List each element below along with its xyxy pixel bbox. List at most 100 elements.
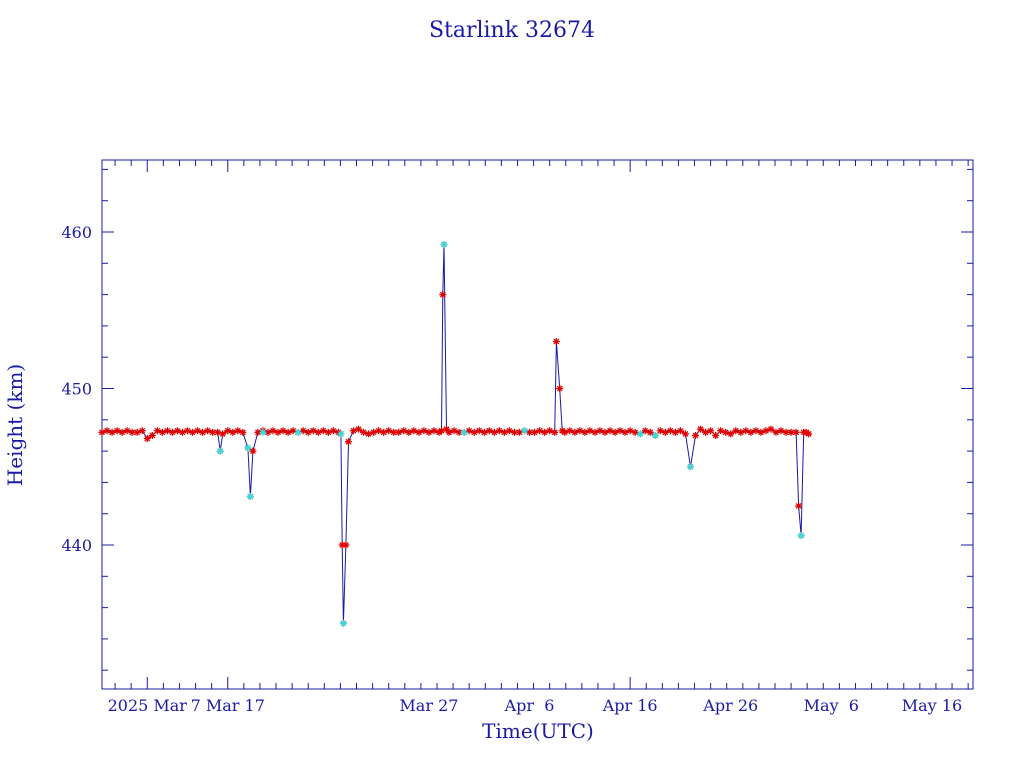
highlight-markers bbox=[216, 241, 805, 627]
data-point bbox=[661, 428, 669, 436]
data-point bbox=[566, 427, 574, 435]
data-point bbox=[148, 431, 156, 439]
data-point bbox=[365, 430, 373, 438]
data-point bbox=[546, 427, 554, 435]
data-point bbox=[777, 427, 785, 435]
data-point bbox=[631, 428, 639, 436]
highlight-point bbox=[259, 428, 267, 436]
data-point bbox=[324, 428, 332, 436]
highlight-point bbox=[244, 444, 252, 452]
x-tick-label: May 16 bbox=[902, 696, 962, 715]
data-point bbox=[194, 427, 202, 435]
highlight-point bbox=[460, 428, 468, 436]
series-markers bbox=[98, 241, 813, 627]
data-point bbox=[239, 428, 247, 436]
data-point bbox=[541, 428, 549, 436]
data-point bbox=[591, 428, 599, 436]
x-tick-label: Apr 26 bbox=[702, 696, 758, 715]
data-point bbox=[561, 428, 569, 436]
data-point bbox=[199, 428, 207, 436]
data-point bbox=[470, 428, 478, 436]
data-point bbox=[299, 427, 307, 435]
data-point bbox=[450, 427, 458, 435]
data-point bbox=[495, 427, 503, 435]
data-point bbox=[355, 425, 363, 433]
data-point bbox=[420, 427, 428, 435]
x-tick-label: 7 Mar 17 bbox=[191, 696, 265, 715]
highlight-point bbox=[339, 619, 347, 627]
data-point bbox=[430, 427, 438, 435]
data-point bbox=[717, 427, 725, 435]
data-point bbox=[747, 428, 755, 436]
data-point bbox=[219, 430, 227, 438]
data-point bbox=[712, 431, 720, 439]
x-tick-label: Mar 27 bbox=[399, 696, 458, 715]
data-point bbox=[168, 428, 176, 436]
data-point bbox=[274, 428, 282, 436]
data-point bbox=[224, 427, 232, 435]
data-point bbox=[214, 428, 222, 436]
highlight-point bbox=[246, 492, 254, 500]
data-point bbox=[329, 427, 337, 435]
data-point bbox=[596, 427, 604, 435]
data-point bbox=[767, 425, 775, 433]
data-point bbox=[692, 431, 700, 439]
x-axis: 2025 Mar 7 Mar 17 Mar 27 Apr 6 Apr 16 Apr 26 M… bbox=[108, 160, 969, 715]
data-point bbox=[415, 428, 423, 436]
data-point bbox=[319, 427, 327, 435]
data-point bbox=[702, 428, 710, 436]
data-point bbox=[676, 427, 684, 435]
data-point bbox=[500, 428, 508, 436]
data-point bbox=[344, 438, 352, 446]
data-point bbox=[646, 428, 654, 436]
data-point bbox=[103, 427, 111, 435]
data-point bbox=[722, 428, 730, 436]
data-point bbox=[485, 427, 493, 435]
data-point bbox=[616, 427, 624, 435]
data-point bbox=[576, 427, 584, 435]
y-tick-label: 440 bbox=[61, 536, 92, 555]
data-point bbox=[123, 427, 131, 435]
data-point bbox=[465, 427, 473, 435]
data-point bbox=[505, 427, 513, 435]
data-point bbox=[480, 428, 488, 436]
data-point bbox=[269, 427, 277, 435]
data-point bbox=[552, 338, 560, 346]
data-point bbox=[531, 428, 539, 436]
y-tick-label: 450 bbox=[61, 380, 92, 399]
highlight-point bbox=[797, 532, 805, 540]
data-point bbox=[204, 427, 212, 435]
highlight-point bbox=[337, 430, 345, 438]
data-point bbox=[410, 427, 418, 435]
data-point bbox=[671, 428, 679, 436]
data-point bbox=[163, 427, 171, 435]
data-point bbox=[279, 427, 287, 435]
highlight-point bbox=[686, 463, 694, 471]
data-point bbox=[249, 447, 257, 455]
data-point bbox=[641, 427, 649, 435]
data-point bbox=[626, 427, 634, 435]
data-point bbox=[510, 428, 518, 436]
data-point bbox=[138, 427, 146, 435]
data-point bbox=[551, 428, 559, 436]
data-point bbox=[349, 427, 357, 435]
data-point bbox=[314, 428, 322, 436]
data-point bbox=[515, 428, 523, 436]
data-point bbox=[118, 428, 126, 436]
data-point bbox=[133, 428, 141, 436]
data-point bbox=[586, 427, 594, 435]
data-point bbox=[435, 428, 443, 436]
y-axis: 440 450 460 bbox=[61, 168, 973, 671]
plot-frame bbox=[101, 159, 974, 690]
x-tick-label: 2025 Mar bbox=[108, 696, 188, 715]
data-point bbox=[309, 427, 317, 435]
data-point bbox=[173, 427, 181, 435]
data-point bbox=[571, 428, 579, 436]
data-point bbox=[601, 428, 609, 436]
data-point bbox=[439, 291, 447, 299]
data-point bbox=[229, 428, 237, 436]
data-point bbox=[752, 427, 760, 435]
data-point bbox=[289, 427, 297, 435]
data-point bbox=[304, 428, 312, 436]
